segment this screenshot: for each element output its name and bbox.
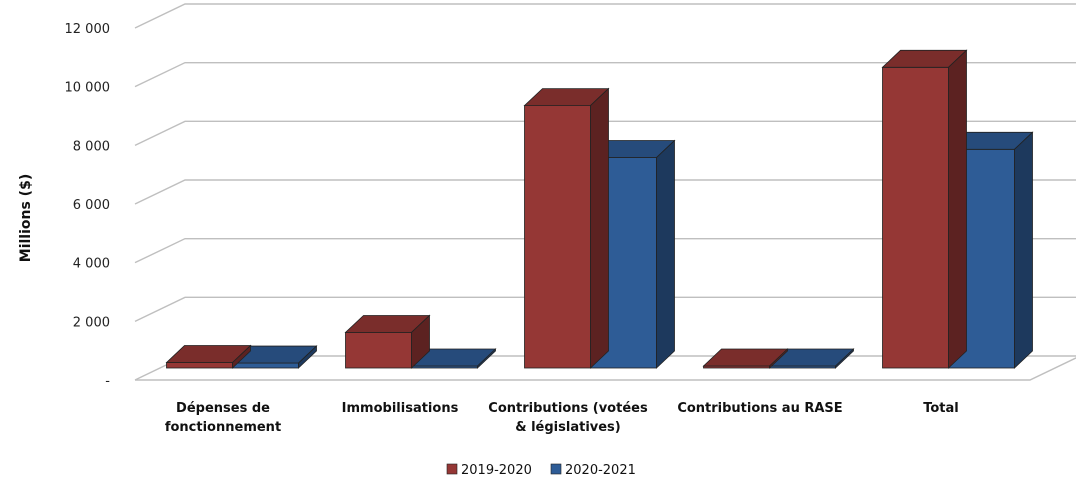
x-category-label: Dépenses de fonctionnement	[165, 401, 281, 435]
floor-edge	[135, 357, 1076, 381]
y-tick-label: 2 000	[73, 315, 110, 330]
bars	[165, 49, 1034, 369]
y-axis-ticks: - 2 000 4 000 6 000 8 000 10 000 12 000	[65, 22, 111, 389]
y-tick-label: 12 000	[65, 22, 111, 37]
x-category-label: Immobilisations	[342, 401, 459, 416]
gridline	[134, 120, 1076, 146]
y-tick-label: 10 000	[65, 81, 111, 96]
bar	[881, 49, 968, 369]
bar	[523, 87, 610, 369]
category-labels: Dépenses de fonctionnement Immobilisations…	[165, 401, 959, 435]
legend-swatch	[446, 463, 458, 475]
gridline	[134, 296, 1076, 322]
bar	[702, 348, 789, 369]
gridline	[134, 61, 1076, 88]
legend-item: 2019-2020	[446, 463, 532, 478]
y-tick-label: 6 000	[73, 198, 110, 213]
x-category-label: Total	[923, 401, 959, 416]
legend-label: 2019-2020	[461, 463, 532, 478]
y-tick-label: 8 000	[73, 139, 110, 154]
gridline	[134, 179, 1076, 205]
y-tick-label: -	[105, 374, 110, 389]
gridline	[134, 3, 1076, 29]
legend-item: 2020-2021	[550, 463, 636, 478]
bar	[165, 344, 252, 369]
y-tick-label: 4 000	[73, 257, 110, 272]
x-category-label: Contributions au RASE	[677, 401, 842, 416]
y-axis-label: Millions ($)	[18, 174, 34, 262]
gridlines	[134, 3, 1076, 381]
bar	[231, 345, 318, 369]
bar	[410, 348, 497, 369]
legend-swatch	[550, 463, 562, 475]
legend-label: 2020-2021	[565, 463, 636, 478]
x-category-label: Contributions (votées & législatives)	[488, 401, 648, 435]
gridline	[134, 237, 1076, 264]
bar	[768, 348, 855, 369]
bar	[344, 314, 431, 369]
legend: 2019-2020 2020-2021	[446, 463, 636, 478]
